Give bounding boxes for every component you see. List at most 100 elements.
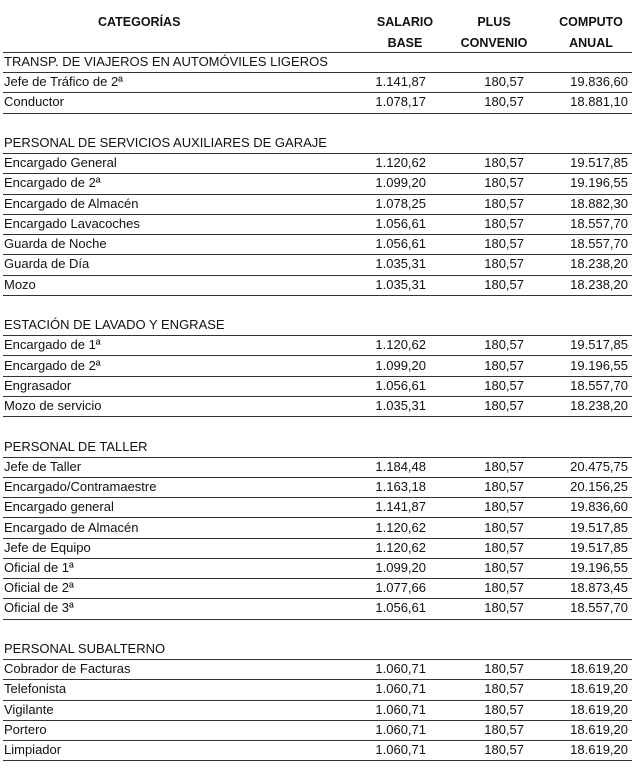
row-value: 1.141,87 <box>375 499 426 515</box>
row-value: 18.619,20 <box>570 701 628 717</box>
header-category: CATEGORÍAS <box>98 15 181 29</box>
row-value: 180,57 <box>484 155 524 171</box>
row-value: 18.557,70 <box>570 600 628 616</box>
row-value: 18.238,20 <box>570 256 628 272</box>
row-value: 19.836,60 <box>570 74 628 90</box>
row-value: 1.060,71 <box>375 681 426 697</box>
row-value: 18.619,20 <box>570 681 628 697</box>
row-rule <box>3 254 632 256</box>
row-value: 180,57 <box>484 195 524 211</box>
row-value: 19.196,55 <box>570 560 628 575</box>
row-value: 18.557,70 <box>570 236 628 252</box>
row-rule <box>3 537 632 539</box>
row-value: 1.060,71 <box>375 701 426 717</box>
row-category: Guarda de Noche <box>4 236 107 252</box>
row-rule <box>3 618 632 620</box>
row-value: 180,57 <box>484 560 524 575</box>
header-plus: CONVENIO <box>460 36 528 50</box>
row-value: 1.056,61 <box>375 215 426 231</box>
row-rule <box>3 92 632 94</box>
row-category: Engrasador <box>4 377 72 393</box>
row-value: 180,57 <box>484 175 524 191</box>
row-value: 1.060,71 <box>375 742 426 758</box>
row-value: 180,57 <box>484 377 524 393</box>
row-value: 180,57 <box>484 742 524 758</box>
row-category: Encargado de Almacén <box>4 195 139 211</box>
row-rule <box>3 355 632 357</box>
row-rule <box>3 335 632 337</box>
row-value: 18.881,10 <box>570 94 628 110</box>
row-value: 18.238,20 <box>570 398 628 414</box>
row-rule <box>3 213 632 215</box>
row-rule <box>3 517 632 519</box>
header-computo: ANUAL <box>569 36 613 50</box>
section-title: ESTACIÓN DE LAVADO Y ENGRASE <box>4 317 225 333</box>
row-rule <box>3 760 632 762</box>
row-value: 180,57 <box>484 499 524 515</box>
row-value: 18.873,45 <box>570 580 628 596</box>
row-value: 1.060,71 <box>375 721 426 737</box>
row-rule <box>3 659 632 661</box>
row-value: 1.099,20 <box>375 560 426 575</box>
row-rule <box>3 476 632 478</box>
row-value: 1.078,25 <box>375 195 426 211</box>
row-category: Jefe de Tráfico de 2ª <box>4 74 123 90</box>
row-rule <box>3 395 632 397</box>
row-value: 1.184,48 <box>375 458 426 474</box>
section-title: PERSONAL SUBALTERNO <box>4 640 166 656</box>
row-category: Jefe de Equipo <box>4 539 91 555</box>
header-salario: BASE <box>387 36 423 50</box>
row-rule <box>3 153 632 155</box>
row-rule <box>3 72 632 74</box>
row-value: 180,57 <box>484 74 524 90</box>
row-value: 180,57 <box>484 256 524 272</box>
row-value: 1.035,31 <box>375 398 426 414</box>
row-rule <box>3 294 632 296</box>
row-category: Encargado de 1ª <box>4 337 101 353</box>
row-value: 19.517,85 <box>570 155 628 171</box>
row-value: 19.196,55 <box>570 357 628 373</box>
row-value: 1.099,20 <box>375 357 426 373</box>
row-value: 180,57 <box>484 580 524 596</box>
row-value: 180,57 <box>484 458 524 474</box>
row-category: Conductor <box>4 94 64 110</box>
row-rule <box>3 234 632 236</box>
row-category: Portero <box>4 721 47 737</box>
row-value: 1.120,62 <box>375 519 426 535</box>
section-title: TRANSP. DE VIAJEROS EN AUTOMÓVILES LIGER… <box>4 54 328 69</box>
row-rule <box>3 719 632 721</box>
row-value: 180,57 <box>484 519 524 535</box>
row-category: Jefe de Taller <box>4 458 82 474</box>
row-value: 1.060,71 <box>375 661 426 677</box>
row-rule <box>3 679 632 681</box>
header-rule <box>3 52 632 53</box>
section-title: PERSONAL DE SERVICIOS AUXILIARES DE GARA… <box>4 134 327 150</box>
row-value: 180,57 <box>484 357 524 373</box>
row-value: 18.619,20 <box>570 721 628 737</box>
row-rule <box>3 557 632 559</box>
row-rule <box>3 375 632 377</box>
row-rule <box>3 456 632 458</box>
row-category: Encargado de Almacén <box>4 519 139 535</box>
row-value: 180,57 <box>484 721 524 737</box>
row-category: Encargado General <box>4 155 117 171</box>
row-value: 1.120,62 <box>375 155 426 171</box>
row-category: Encargado de 2ª <box>4 357 101 373</box>
row-category: Encargado general <box>4 499 114 515</box>
row-category: Encargado/Contramaestre <box>4 479 157 495</box>
row-value: 1.099,20 <box>375 175 426 191</box>
row-rule <box>3 416 632 418</box>
row-value: 180,57 <box>484 337 524 353</box>
row-value: 180,57 <box>484 236 524 252</box>
row-value: 18.619,20 <box>570 661 628 677</box>
row-rule <box>3 699 632 701</box>
row-value: 1.056,61 <box>375 377 426 393</box>
row-category: Oficial de 1ª <box>4 560 74 575</box>
header-computo: COMPUTO <box>559 15 623 29</box>
row-category: Vigilante <box>4 701 54 717</box>
row-value: 180,57 <box>484 681 524 697</box>
row-value: 180,57 <box>484 479 524 495</box>
row-value: 1.163,18 <box>375 479 426 495</box>
row-rule <box>3 578 632 580</box>
